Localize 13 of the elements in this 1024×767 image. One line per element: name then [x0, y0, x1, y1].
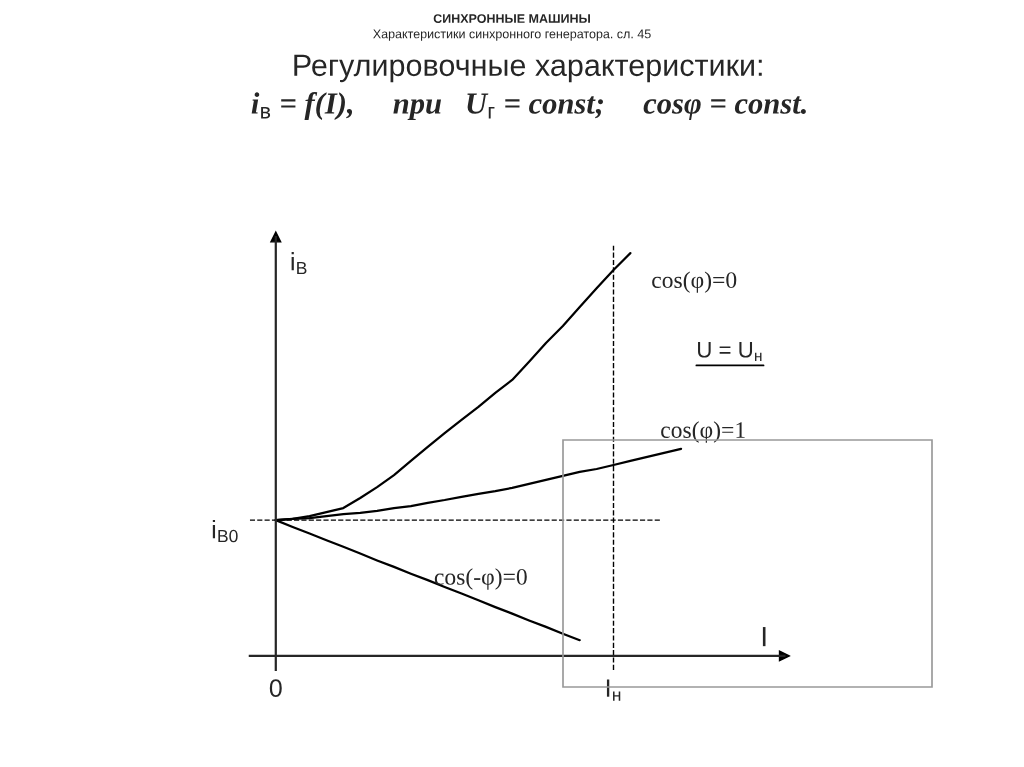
- x-tick-label: 0: [269, 679, 282, 697]
- text: U = U$_{н}$: [698, 342, 762, 361]
- x-axis-title: I: [762, 627, 766, 647]
- text: i$_{в}$ = f(I), при U$_{г}$ = const; cosφ = const.: [251, 92, 806, 121]
- x-tick-label: I$_{н}$: [606, 679, 621, 701]
- series-label: cos(φ)=1: [661, 421, 745, 443]
- series-label: cos(-φ)=0: [434, 568, 527, 590]
- text: Регулировочные характеристики:: [294, 54, 762, 83]
- chart-title: СИНХРОННЫЕ МАШИНЫ: [433, 14, 590, 23]
- series-label: cos(φ)=0: [652, 271, 737, 293]
- chart-subtitle: Характеристики синхронного генератора. сл. 45: [373, 29, 651, 41]
- y-axis-title: i$_{В}$: [291, 252, 307, 275]
- ref-line-label: i$_{В0}$: [212, 520, 238, 543]
